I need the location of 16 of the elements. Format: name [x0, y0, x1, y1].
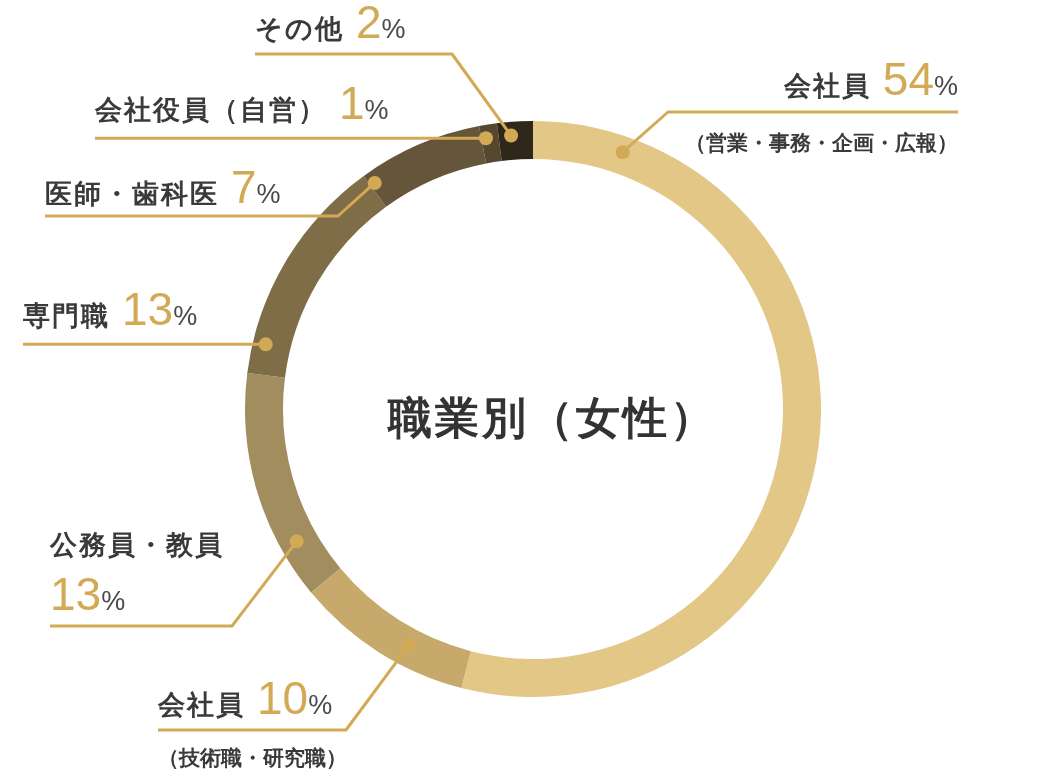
donut-slice — [311, 568, 471, 688]
slice-label: 専門職 — [22, 300, 110, 332]
donut-slice — [363, 126, 487, 207]
slice-label: その他 — [255, 13, 344, 44]
data-label: 13% — [122, 283, 198, 336]
data-label: 2% — [356, 0, 406, 48]
data-label: 10% — [257, 672, 333, 724]
data-label: 54% — [882, 53, 958, 105]
slice-label: 会社役員（自営） — [94, 94, 327, 126]
text: 職業別（女性） — [386, 392, 718, 444]
data-label: 1% — [339, 77, 389, 130]
donut-slice — [245, 372, 341, 593]
slice-label: 公務員・教員 — [49, 529, 224, 560]
data-label: 13% — [50, 568, 126, 620]
data-label: 7% — [231, 161, 281, 213]
slice-label: 医師・歯科医 — [45, 178, 219, 209]
